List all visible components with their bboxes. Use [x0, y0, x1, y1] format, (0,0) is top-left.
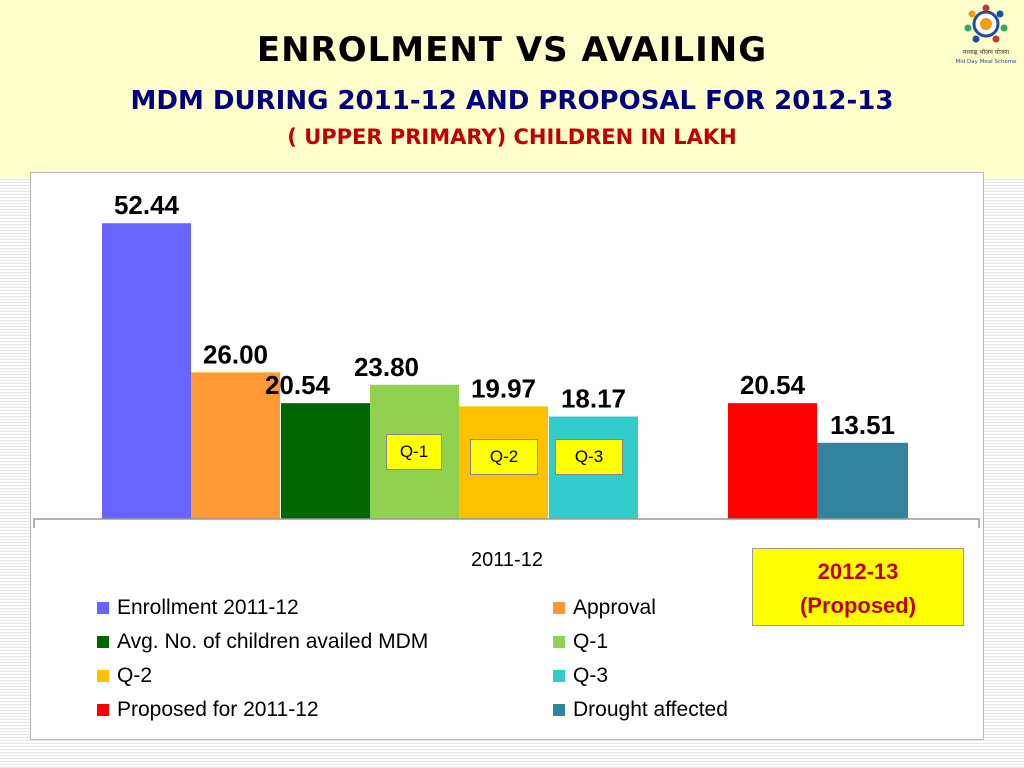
proposed-note: (Proposed) — [799, 593, 917, 618]
legend-label: Q-3 — [573, 664, 609, 687]
data-label: 20.54 — [740, 370, 806, 400]
legend-label: Avg. No. of children availed MDM — [117, 630, 429, 653]
legend-swatch — [553, 704, 565, 717]
q1-annotation: Q-1 — [386, 434, 442, 470]
legend-item-drought: Drought affected — [553, 695, 728, 725]
data-label: 18.17 — [561, 384, 626, 414]
legend-swatch — [97, 636, 109, 649]
data-label: 23.80 — [354, 352, 419, 382]
legend-label: Q-2 — [117, 664, 153, 687]
legend-label: Drought affected — [573, 698, 728, 721]
legend-label: Approval — [573, 596, 656, 619]
legend-label: Q-1 — [573, 630, 609, 653]
legend-item-q3: Q-3 — [553, 661, 608, 691]
bar-avg-no-of-children-availed-mdm — [281, 403, 370, 519]
x-axis-category-label: 2011-12 — [471, 549, 543, 571]
bar-drought-affected — [817, 442, 908, 519]
legend-swatch — [97, 704, 109, 717]
legend-item-availed: Avg. No. of children availed MDM — [97, 627, 428, 657]
legend-swatch — [553, 670, 565, 683]
legend-swatch — [97, 602, 109, 615]
legend-swatch — [97, 670, 109, 683]
bar-approval — [191, 372, 280, 519]
data-label: 26.00 — [203, 339, 268, 369]
proposed-year-callout: 2012-13 (Proposed) — [752, 548, 964, 626]
legend-item-q1: Q-1 — [553, 627, 608, 657]
data-label: 20.54 — [265, 370, 331, 400]
x-axis-line — [33, 518, 980, 528]
logo-line2: Mid Day Meal Scheme — [955, 59, 1017, 65]
logo-line1: मध्याह्न भोजन योजना — [963, 48, 1010, 56]
chart-units: ( UPPER PRIMARY) CHILDREN IN LAKH — [287, 125, 737, 149]
title-banner: ENROLMENT VS AVAILING MDM DURING 2011-12… — [0, 0, 1024, 178]
bar-proposed-for-2011-12 — [728, 403, 817, 519]
legend-item-proposed: Proposed for 2011-12 — [97, 695, 319, 725]
chart-title: ENROLMENT VS AVAILING — [256, 30, 768, 70]
chart-subtitle: MDM DURING 2011-12 AND PROPOSAL FOR 2012… — [130, 86, 894, 116]
mid-day-meal-logo-icon: मध्याह्न भोजन योजना Mid Day Meal Scheme — [955, 4, 1017, 65]
q3-annotation: Q-3 — [555, 439, 623, 475]
legend-swatch — [553, 602, 565, 615]
legend-item-approval: Approval — [553, 593, 656, 623]
legend-label: Enrollment 2011-12 — [117, 596, 299, 619]
proposed-year: 2012-13 — [817, 559, 899, 584]
data-label: 52.44 — [114, 190, 180, 220]
legend-item-q2: Q-2 — [97, 661, 152, 691]
legend-item-enrollment: Enrollment 2011-12 — [97, 593, 299, 623]
data-label: 13.51 — [830, 410, 895, 440]
data-label: 19.97 — [471, 373, 536, 403]
legend-swatch — [553, 636, 565, 649]
bar-enrollment-2011-12 — [102, 223, 191, 519]
legend-label: Proposed for 2011-12 — [117, 698, 319, 721]
q2-annotation: Q-2 — [470, 439, 538, 475]
